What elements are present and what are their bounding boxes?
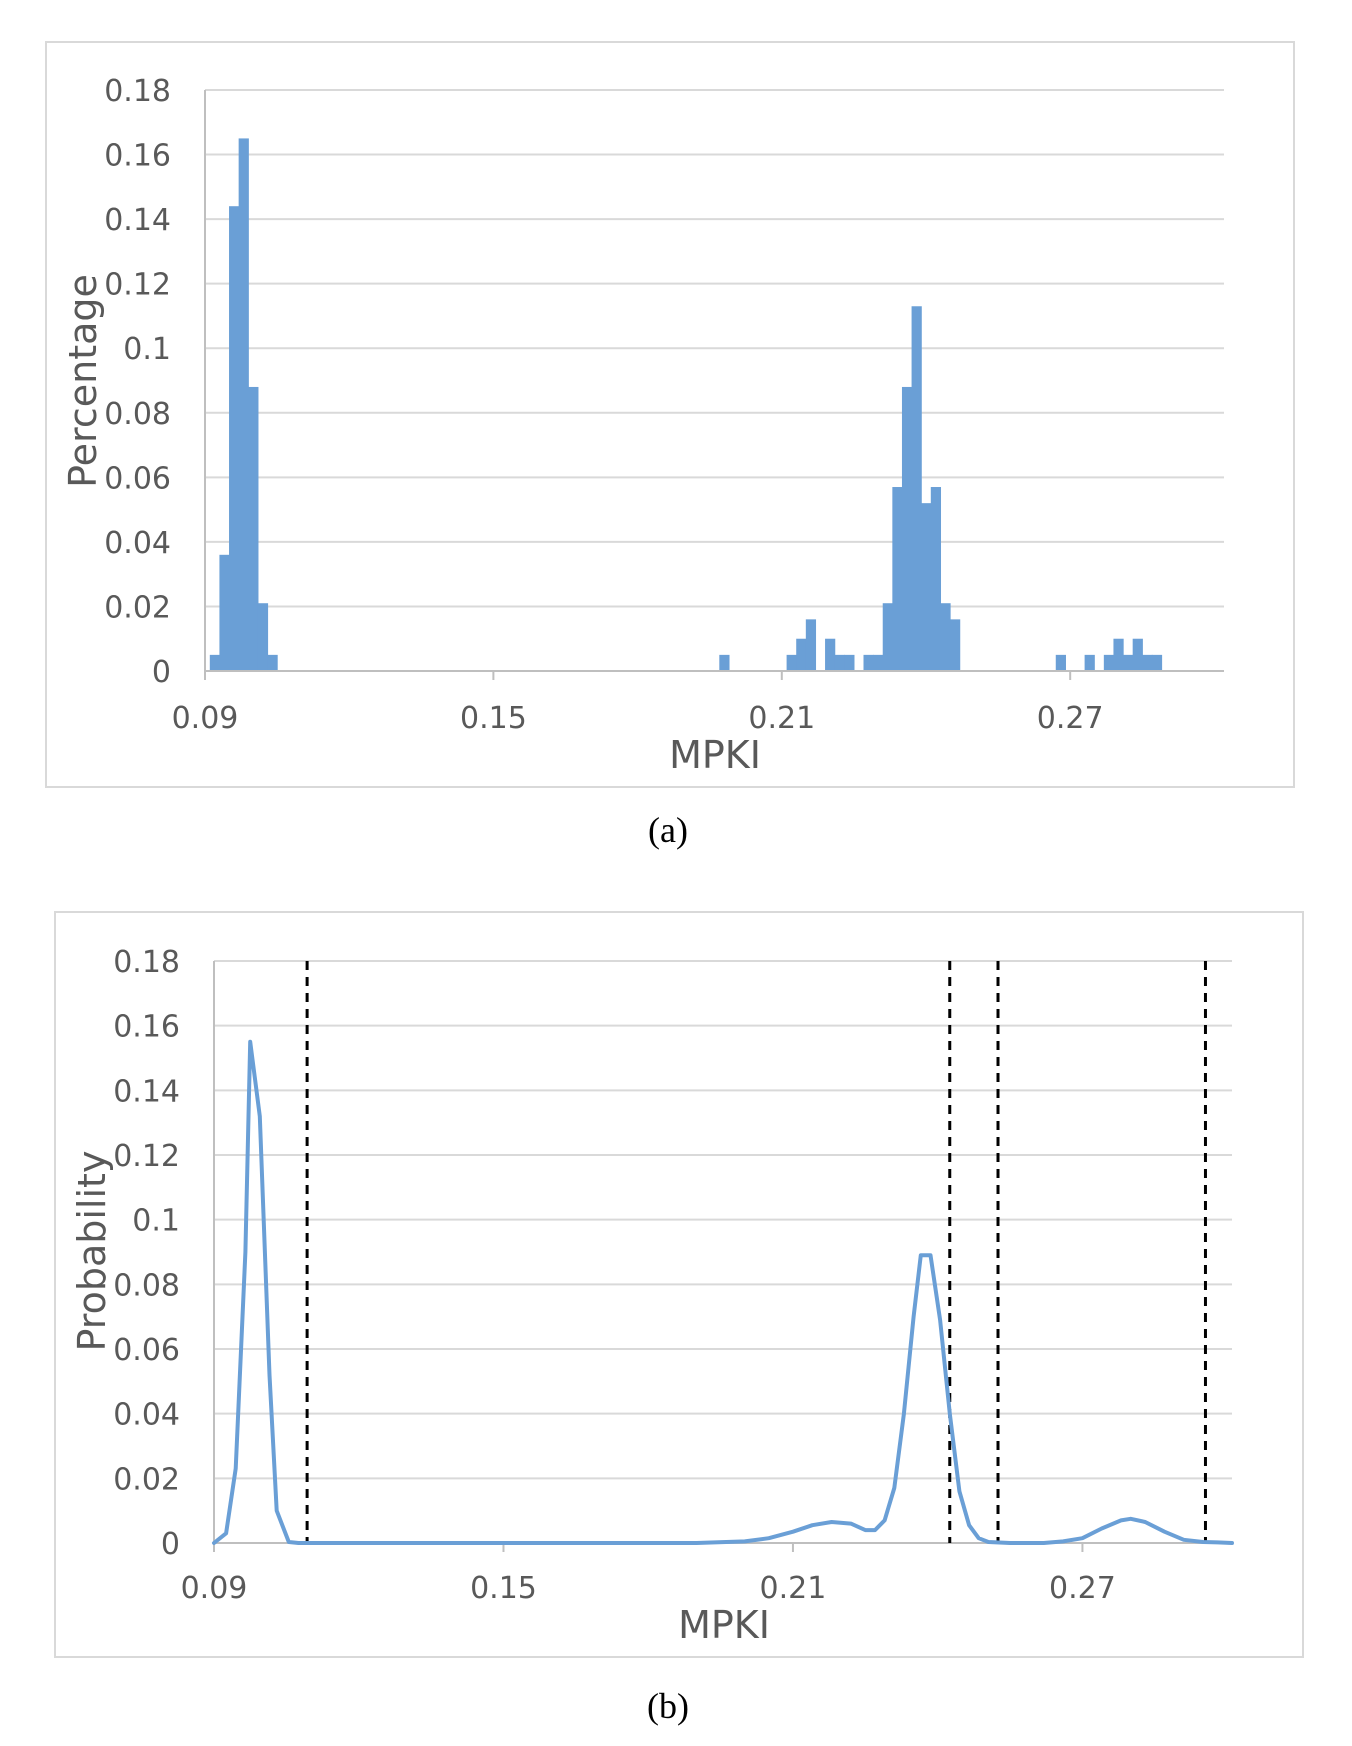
chart-b-y-tick-label: 0.06 (113, 1333, 180, 1368)
chart-a-bar (940, 603, 951, 671)
chart-a-bar (209, 654, 221, 671)
chart-b-x-tick-label: 0.09 (181, 1571, 248, 1606)
chart-a-x-tick-label: 0.09 (172, 701, 239, 736)
chart-a-bar (257, 603, 269, 671)
chart-a-bar (719, 654, 730, 671)
chart-a-caption: (a) (648, 810, 688, 850)
chart-b-y-tick-labels: 0 0.02 0.04 0.06 0.08 0.1 0.12 0.14 0.16 0.18 (113, 945, 180, 1562)
chart-b-y-tick-label: 0.1 (132, 1204, 180, 1239)
chart-b-threshold-lines (305, 961, 1207, 1543)
chart-a-bar (834, 654, 845, 671)
chart-a-bar (930, 487, 942, 671)
chart-a-bar (911, 306, 922, 671)
chart-a-bar (1103, 654, 1115, 671)
chart-a-bar (1084, 654, 1095, 671)
chart-a-x-tick-label: 0.15 (460, 701, 527, 736)
chart-b-y-tick-label: 0.18 (113, 945, 180, 980)
chart-b-x-tick-label: 0.15 (470, 1571, 537, 1606)
chart-b-x-tick-label: 0.27 (1049, 1571, 1116, 1606)
chart-a-bar (229, 206, 240, 671)
chart-a-axes (204, 90, 1224, 680)
chart-a-y-tick-labels: 0 0.02 0.04 0.06 0.08 0.1 0.12 0.14 0.16 0.18 (104, 74, 171, 690)
chart-a-bar (825, 638, 836, 671)
chart-a-bar (248, 386, 259, 671)
chart-a-bar (863, 654, 874, 671)
chart-a-bar (950, 619, 961, 671)
chart-a-bar (1151, 654, 1163, 671)
chart-a-x-tick-label: 0.21 (748, 701, 815, 736)
chart-a-bar (1132, 638, 1143, 671)
chart-b-gridlines (214, 960, 1232, 1480)
chart-b-y-tick-label: 0.02 (113, 1462, 180, 1497)
chart-a-bar (1123, 654, 1134, 671)
chart-a-bar (901, 386, 913, 671)
chart-a-y-tick-label: 0.08 (104, 397, 171, 432)
chart-a-bars (209, 138, 1163, 671)
chart-a-bar (267, 654, 278, 671)
chart-a-y-tick-label: 0.16 (104, 139, 171, 174)
chart-a-x-axis-title: MPKI (669, 733, 761, 777)
chart-a-y-axis-title: Percentage (61, 274, 105, 488)
chart-a-bar (921, 503, 932, 671)
chart-a-bar (882, 603, 893, 671)
chart-a-bar (219, 554, 230, 671)
chart-b-y-tick-label: 0.04 (113, 1398, 180, 1433)
chart-a-y-tick-label: 0.1 (123, 332, 171, 367)
chart-a-bar (805, 619, 817, 671)
chart-a-y-tick-label: 0.02 (104, 590, 171, 625)
chart-a-y-tick-label: 0.14 (104, 203, 171, 238)
chart-a-bar (844, 654, 855, 671)
chart-a-bar (1055, 654, 1066, 671)
chart-a-gridlines (205, 89, 1224, 608)
chart-a-bar (873, 654, 884, 671)
chart-a-bar (1113, 638, 1124, 671)
chart-a-x-tick-label: 0.27 (1037, 701, 1104, 736)
chart-a-y-tick-label: 0.04 (104, 526, 171, 561)
chart-b-y-tick-label: 0.12 (113, 1139, 180, 1174)
chart-b-x-tick-label: 0.21 (760, 1571, 827, 1606)
chart-b-x-axis-title: MPKI (678, 1603, 770, 1647)
chart-b-caption: (b) (647, 1686, 689, 1726)
chart-a-y-tick-label: 0.12 (104, 268, 171, 303)
chart-b-y-tick-label: 0.16 (113, 1010, 180, 1045)
chart-b-y-tick-label: 0.08 (113, 1268, 180, 1303)
chart-a-x-tick-labels: 0.09 0.15 0.21 0.27 (172, 701, 1104, 736)
chart-a-y-tick-label: 0.06 (104, 461, 171, 496)
chart-b-series (212, 1039, 1234, 1545)
chart-a-y-tick-label: 0 (152, 655, 171, 690)
chart-a-bar (892, 487, 903, 671)
chart-b-x-tick-labels: 0.09 0.15 0.21 0.27 (181, 1571, 1116, 1606)
chart-a-y-tick-label: 0.18 (104, 74, 171, 109)
chart-b-y-tick-label: 0.14 (113, 1074, 180, 1109)
chart-a-bar (238, 138, 249, 671)
chart-a-bar (1142, 654, 1153, 671)
chart-b-y-tick-label: 0 (161, 1527, 180, 1562)
chart-b-line (212, 1039, 1234, 1545)
chart-a-bar (786, 654, 797, 671)
chart-b-y-axis-title: Probability (70, 1151, 114, 1352)
chart-a-bar (796, 638, 807, 671)
